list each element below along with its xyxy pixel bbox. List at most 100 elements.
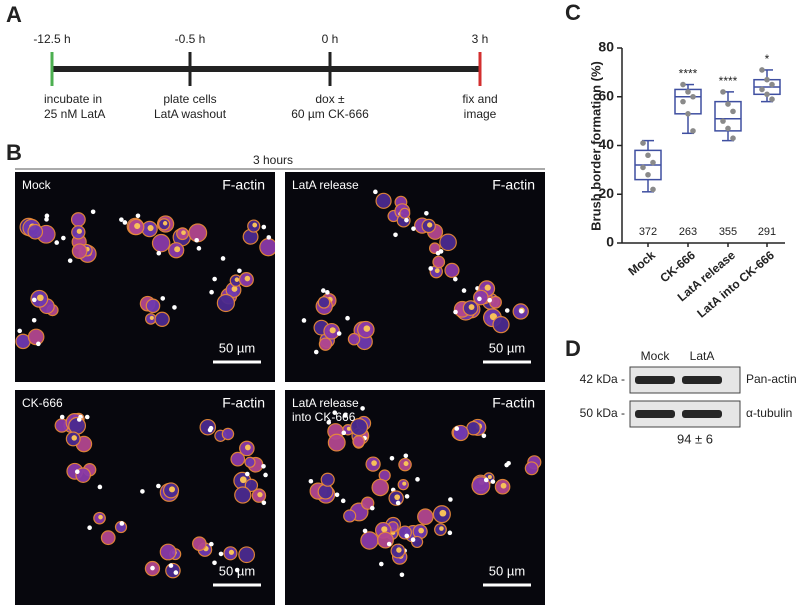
data-point (759, 67, 765, 73)
image-stain: F-actin (492, 395, 535, 411)
cell-core (439, 526, 444, 531)
cell-core (500, 482, 507, 489)
cell-core (487, 474, 492, 480)
data-point (645, 152, 651, 159)
cell (192, 536, 207, 552)
cell-marker (410, 537, 416, 543)
data-point (690, 93, 696, 100)
cell-core (394, 494, 401, 501)
cell-core (244, 444, 251, 451)
y-tick-label: 0 (606, 234, 614, 250)
cell-marker (454, 426, 460, 431)
cell-marker (160, 296, 166, 301)
cell-core (484, 284, 491, 291)
cell-marker (308, 478, 314, 484)
cell (216, 293, 235, 313)
cell (234, 486, 252, 504)
cell-core (468, 304, 475, 310)
cell-marker (483, 477, 489, 483)
data-point (685, 89, 691, 95)
timeline-time: 0 h (322, 32, 339, 46)
cell-marker (345, 315, 350, 321)
data-point (640, 140, 646, 146)
cell-marker (332, 410, 338, 415)
cell-marker (218, 551, 224, 557)
cell-marker (76, 417, 82, 422)
cell-core (76, 228, 82, 234)
cell-marker (44, 217, 49, 222)
cell-marker (435, 250, 441, 256)
timeline-time: 3 h (472, 32, 489, 46)
cell-marker (428, 266, 433, 271)
data-point (685, 111, 691, 117)
cell-core (402, 481, 407, 486)
scale-label: 50 µm (489, 340, 525, 355)
cell-marker (90, 209, 96, 215)
cell-marker (415, 477, 420, 482)
cell-marker (399, 572, 405, 578)
micrograph: LatA release F-actin 50 µm (285, 172, 545, 382)
cell-marker (261, 464, 266, 469)
count-label: 291 (758, 226, 776, 238)
cell-marker (84, 414, 90, 420)
cell-core (231, 286, 238, 292)
image-label: into CK-666 (292, 410, 356, 424)
cell (417, 508, 434, 526)
cell (159, 543, 177, 561)
cell (320, 472, 335, 487)
timeline-label: dox ± (315, 92, 345, 106)
cell-marker (320, 288, 326, 293)
cell-core (134, 222, 141, 230)
cell (317, 296, 331, 309)
cell-marker (411, 226, 416, 231)
data-point (764, 91, 770, 98)
y-tick-label: 80 (598, 39, 614, 55)
cell (439, 233, 457, 252)
cell (70, 212, 86, 227)
data-point (690, 128, 696, 134)
cell-core (434, 268, 440, 274)
cell-marker (150, 565, 155, 571)
cell-core (439, 509, 447, 517)
data-point (650, 159, 656, 166)
cell-core (181, 230, 186, 236)
cell (343, 509, 357, 523)
cell-marker (360, 406, 365, 411)
data-point (769, 81, 775, 88)
cell (327, 433, 346, 452)
panel-letter: A (6, 2, 22, 27)
cell (221, 427, 235, 441)
cell-marker (334, 492, 340, 498)
cell (399, 207, 411, 219)
count-label: 355 (719, 226, 737, 238)
cell (352, 435, 366, 448)
cell (361, 496, 375, 510)
cell (244, 456, 256, 468)
cell (27, 328, 45, 346)
cell-marker (209, 541, 214, 547)
count-label: 372 (639, 226, 657, 238)
cell-marker (490, 479, 496, 484)
cell (360, 531, 379, 550)
data-point (730, 135, 736, 141)
cell (199, 418, 217, 436)
cell-marker (196, 246, 202, 251)
cell-marker (119, 521, 125, 526)
cell (238, 546, 256, 564)
cell-marker (266, 235, 272, 240)
band-protein: α-tubulin (746, 406, 792, 420)
cell-core (174, 246, 181, 253)
data-point (764, 76, 770, 83)
cell-marker (44, 213, 50, 219)
cell-core (244, 275, 251, 282)
cell (377, 531, 394, 549)
image-label: LatA release (292, 178, 359, 192)
cell-core (427, 222, 433, 228)
cell-core (36, 294, 44, 302)
panel-letter: C (565, 0, 581, 25)
image-label: LatA release (292, 396, 359, 410)
cell-core (346, 426, 351, 431)
cell (347, 332, 361, 346)
